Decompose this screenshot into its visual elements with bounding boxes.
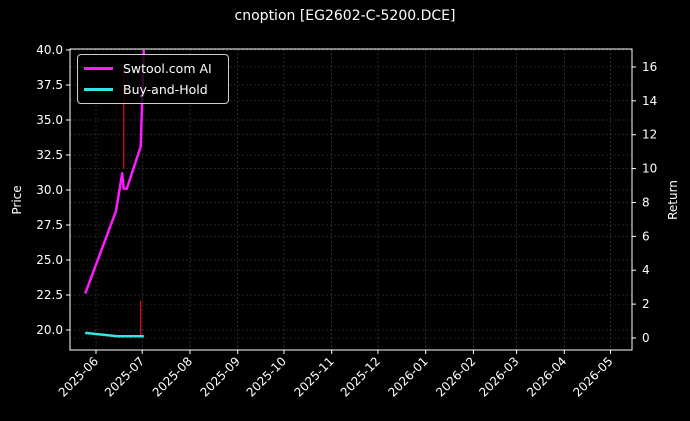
legend: Swtool.com AI Buy-and-Hold	[77, 54, 229, 104]
legend-label: Buy-and-Hold	[123, 81, 208, 97]
x-axis: 2025-06 2025-07 2025-08 2025-09 2025-10 2025-…	[56, 350, 616, 400]
x-tick-label: 2025-12	[338, 354, 383, 399]
legend-item-buy-and-hold: Buy-and-Hold	[84, 79, 208, 99]
left-tick-label: 30.0	[36, 183, 63, 197]
x-tick-label: 2026-02	[433, 354, 478, 399]
x-tick-label: 2025-09	[197, 354, 242, 399]
left-tick-label: 20.0	[36, 323, 63, 337]
x-tick-label: 2025-07	[102, 354, 147, 399]
x-tick-label: 2026-04	[524, 354, 569, 399]
left-tick-label: 35.0	[36, 113, 63, 127]
x-tick-label: 2025-10	[244, 354, 289, 399]
left-tick-label: 27.5	[36, 218, 63, 232]
left-axis: 40.0 37.5 35.0 32.5 30.0 27.5 25.0 22.5 20.0	[36, 43, 70, 337]
x-tick-label: 2025-11	[291, 354, 336, 399]
strategy-line	[84, 49, 146, 295]
legend-item-strategy: Swtool.com AI	[84, 58, 212, 78]
legend-label: Swtool.com AI	[123, 60, 212, 76]
x-tick-label: 2025-08	[150, 354, 195, 399]
grid	[70, 49, 632, 350]
left-tick-label: 25.0	[36, 253, 63, 267]
chart-title: cnoption [EG2602-C-5200.DCE]	[234, 8, 456, 24]
right-tick-label: 12	[642, 128, 657, 142]
x-tick-label: 2026-03	[476, 354, 521, 399]
right-axis: 16 14 12 10 8 6 4 2 0	[632, 60, 657, 345]
right-tick-label: 10	[642, 162, 657, 176]
right-tick-label: 0	[642, 331, 650, 345]
right-tick-label: 6	[642, 229, 650, 243]
right-axis-label: Return	[666, 180, 680, 220]
x-tick-label: 2026-05	[570, 354, 615, 399]
plot-series	[84, 49, 146, 338]
plot-frame	[69, 48, 633, 351]
left-axis-label: Price	[10, 185, 24, 214]
x-tick-label: 2026-01	[385, 354, 430, 399]
right-tick-label: 4	[642, 263, 650, 277]
right-tick-label: 14	[642, 94, 657, 108]
left-tick-label: 32.5	[36, 148, 63, 162]
right-tick-label: 8	[642, 195, 650, 209]
right-tick-label: 2	[642, 297, 650, 311]
x-tick-label: 2025-06	[56, 354, 101, 399]
left-tick-label: 40.0	[36, 43, 63, 57]
buy-and-hold-line-swatch-icon	[84, 87, 113, 91]
right-tick-label: 16	[642, 60, 657, 74]
strategy-line-swatch-icon	[84, 66, 113, 70]
buy-and-hold-line	[85, 331, 144, 338]
left-tick-label: 22.5	[36, 288, 63, 302]
left-tick-label: 37.5	[36, 78, 63, 92]
